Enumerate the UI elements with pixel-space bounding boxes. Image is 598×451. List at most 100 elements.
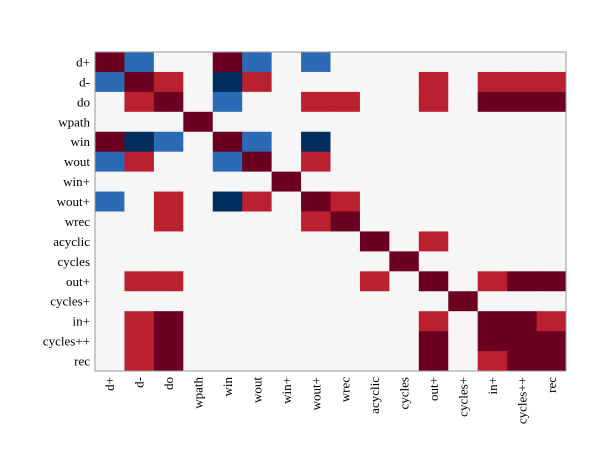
heatmap-cell — [536, 111, 567, 133]
heatmap-cell — [330, 91, 361, 113]
heatmap-cell — [153, 131, 184, 153]
heatmap-cell — [153, 211, 184, 232]
heatmap-cell — [212, 171, 243, 192]
heatmap-cell — [448, 151, 479, 173]
heatmap-cell — [301, 211, 331, 232]
heatmap-cell — [153, 331, 184, 352]
heatmap-cell — [359, 291, 390, 312]
heatmap-cell — [330, 52, 361, 73]
x-tick-labels: d+ d-do wpath win wout win+ wout+ wrec acyclic cy… — [102, 377, 559, 425]
heatmap-cell — [418, 331, 449, 352]
heatmap-cell — [124, 311, 155, 332]
heatmap-cell — [153, 111, 184, 133]
heatmap-cell — [271, 111, 302, 133]
heatmap-cell — [95, 52, 125, 73]
heatmap-cell — [359, 131, 390, 153]
heatmap-cell — [477, 171, 508, 192]
heatmap-cell — [301, 251, 331, 272]
heatmap-cell — [212, 211, 243, 232]
heatmap-cell — [301, 151, 331, 173]
heatmap-cell — [389, 71, 420, 93]
heatmap-cell — [448, 331, 479, 352]
heatmap-cell — [418, 251, 449, 272]
heatmap-cell — [124, 131, 155, 153]
heatmap-cell — [448, 71, 479, 93]
heatmap-cell — [448, 52, 479, 73]
heatmap-cell — [242, 71, 273, 93]
heatmap-cell — [153, 311, 184, 332]
heatmap-cell — [389, 111, 420, 133]
heatmap-cell — [359, 191, 390, 212]
x-tick-label: win — [220, 377, 235, 397]
heatmap-cell — [95, 231, 125, 252]
heatmap-cell — [359, 351, 390, 372]
y-tick-label: win — [71, 134, 91, 149]
heatmap-cell — [95, 151, 125, 173]
heatmap-cell — [477, 291, 508, 312]
heatmap-cell — [536, 151, 567, 173]
heatmap-cell — [418, 231, 449, 252]
heatmap-cell — [477, 271, 508, 292]
heatmap-cell — [183, 171, 214, 192]
heatmap-cell — [477, 211, 508, 232]
heatmap-cell — [153, 271, 184, 292]
heatmap-cell — [271, 71, 302, 93]
heatmap-cell — [301, 351, 331, 372]
heatmap-cell — [507, 171, 537, 192]
heatmap-cell — [477, 351, 508, 372]
heatmap-cell — [212, 151, 243, 173]
heatmap-cell — [183, 91, 214, 113]
heatmap-cell — [124, 251, 155, 272]
heatmap-cell — [271, 151, 302, 173]
heatmap-cell — [183, 52, 214, 73]
heatmap-cell — [507, 131, 537, 153]
heatmap-cell — [536, 331, 567, 352]
heatmap-cell — [271, 131, 302, 153]
heatmap-cell — [183, 271, 214, 292]
heatmap-cell — [242, 331, 273, 352]
heatmap-cell — [242, 351, 273, 372]
y-tick-labels: d+ d-do wpath win wout win+ wout+ wrec acyclic cy… — [43, 54, 91, 368]
heatmap-cell — [153, 52, 184, 73]
heatmap-cell — [389, 251, 420, 272]
heatmap-cell — [418, 71, 449, 93]
heatmap-cell — [330, 331, 361, 352]
heatmap-cell — [212, 231, 243, 252]
heatmap-cell — [536, 251, 567, 272]
x-tick-label: do — [161, 377, 176, 390]
heatmap-cell — [477, 111, 508, 133]
heatmap-cell — [359, 52, 390, 73]
heatmap-cell — [271, 331, 302, 352]
x-tick-label: cycles++ — [514, 377, 529, 424]
heatmap-cell — [183, 111, 214, 133]
y-tick-label: cycles — [58, 254, 90, 269]
heatmap-cell — [183, 211, 214, 232]
heatmap-cell — [359, 71, 390, 93]
heatmap-cell — [242, 271, 273, 292]
heatmap-cell — [330, 171, 361, 192]
y-tick-label: d- — [79, 74, 90, 89]
heatmap-cell — [124, 351, 155, 372]
heatmap-cell — [418, 311, 449, 332]
heatmap-cell — [183, 191, 214, 212]
heatmap-cell — [448, 131, 479, 153]
heatmap-cell — [95, 111, 125, 133]
heatmap-cell — [418, 131, 449, 153]
heatmap-cell — [242, 211, 273, 232]
heatmap-cell — [153, 351, 184, 372]
heatmap-cell — [271, 191, 302, 212]
heatmap-cell — [330, 131, 361, 153]
heatmap-cell — [242, 251, 273, 272]
heatmap-cell — [448, 271, 479, 292]
heatmap-cell — [359, 231, 390, 252]
y-tick-label: cycles+ — [50, 294, 90, 309]
heatmap-cell — [507, 111, 537, 133]
heatmap-cell — [507, 351, 537, 372]
heatmap-cell — [124, 271, 155, 292]
x-tick-label: wpath — [191, 377, 206, 409]
heatmap-cells — [95, 52, 567, 372]
heatmap-cell — [389, 191, 420, 212]
heatmap-cell — [301, 171, 331, 192]
heatmap-cell — [389, 91, 420, 113]
heatmap-cell — [389, 211, 420, 232]
